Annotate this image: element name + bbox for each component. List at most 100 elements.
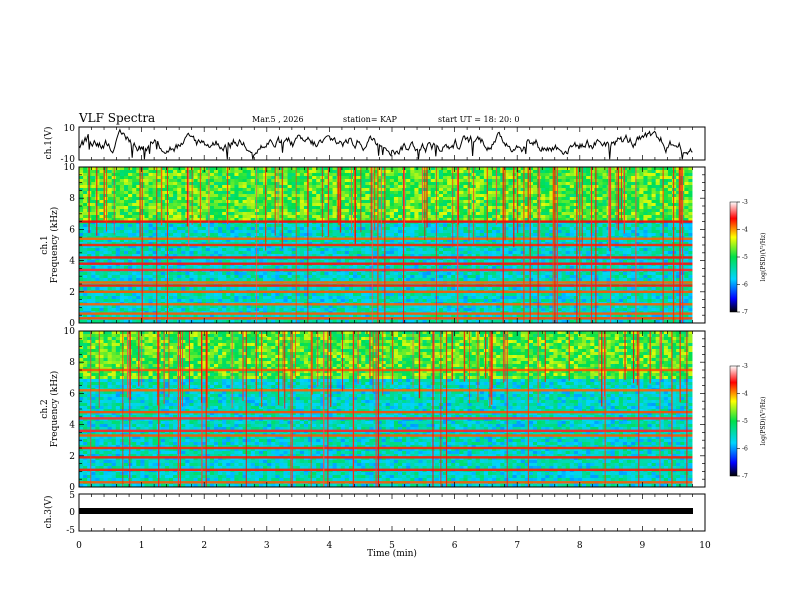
spectrogram-cell — [471, 251, 477, 255]
spectrogram-cell — [177, 185, 182, 189]
spectrogram-cell — [487, 254, 493, 258]
spectrogram-cell — [189, 251, 195, 255]
spectrogram-cell — [492, 179, 497, 183]
spectrogram-cell — [291, 209, 297, 213]
spectrogram-cell — [647, 260, 653, 264]
spectrogram-cell — [119, 206, 125, 210]
spectrogram-cell — [627, 176, 632, 180]
spectrogram-cell — [528, 239, 534, 243]
spectrogram-cell — [631, 227, 636, 231]
spectrogram-cell — [598, 257, 603, 261]
spectrogram-cell — [582, 245, 587, 249]
spectrogram-cell — [226, 242, 231, 246]
spectrogram-cell — [602, 233, 608, 237]
spectrogram-cell — [659, 239, 665, 243]
spectrogram-cell — [602, 224, 608, 228]
spectrogram-cell — [218, 200, 223, 204]
spectrogram-cell — [344, 206, 350, 210]
spectrogram-cell — [152, 215, 158, 219]
spectrogram-cell — [627, 260, 632, 264]
spectrogram-cell — [283, 182, 289, 186]
spectrogram-cell — [443, 239, 448, 243]
spectrogram-cell — [303, 230, 309, 234]
spectrogram-cell — [173, 170, 178, 174]
spectrogram-cell — [561, 182, 567, 186]
spectrogram-cell — [561, 257, 567, 261]
spectrogram-cell — [475, 206, 481, 210]
spectrogram-cell — [684, 170, 689, 174]
spectrogram-cell — [250, 239, 256, 243]
spectrogram-cell — [136, 191, 141, 195]
spectrogram-cell — [524, 167, 530, 171]
spectrogram-cell — [275, 212, 280, 216]
spectrogram-cell — [577, 182, 583, 186]
spectrogram-cell — [299, 254, 305, 258]
spectrogram-cell — [594, 206, 599, 210]
spectrogram-cell — [308, 203, 313, 207]
spectrogram-cell — [218, 260, 223, 264]
spectrogram-cell — [213, 182, 219, 186]
spectrogram-cell — [438, 185, 444, 189]
spectrogram-cell — [250, 257, 256, 261]
spectrogram-cell — [357, 182, 362, 186]
spectrogram-cell — [643, 233, 648, 237]
spectrogram-cell — [406, 257, 411, 261]
spectrogram-cell — [496, 182, 501, 186]
spectrogram-cell — [483, 185, 489, 189]
spectrogram-cell — [406, 197, 411, 201]
spectrogram-cell — [332, 242, 338, 246]
spectrogram-cell — [443, 182, 448, 186]
spectrogram-cell — [443, 224, 448, 228]
spectrogram-cell — [238, 230, 244, 234]
spectrogram-cell — [684, 194, 689, 198]
spectrogram-cell — [561, 254, 567, 258]
spectrogram-cell — [528, 215, 534, 219]
spectrogram-cell — [398, 188, 403, 192]
spectrogram-cell — [218, 179, 223, 183]
spectrogram-cell — [312, 206, 317, 210]
spectrogram-cell — [573, 179, 579, 183]
spectrogram-cell — [553, 260, 559, 264]
spectrogram-cell — [308, 215, 313, 219]
spectrogram-cell — [312, 179, 317, 183]
spectrogram-cell — [287, 173, 293, 177]
spectrogram-cell — [353, 260, 358, 264]
spectrogram-cell — [156, 191, 162, 195]
spectrogram-cell — [181, 197, 186, 201]
spectrogram-cell — [438, 209, 444, 213]
spectrogram-cell — [524, 188, 530, 192]
spectrogram-cell — [381, 224, 387, 228]
spectrogram-cell — [316, 191, 321, 195]
spectrogram-cell — [520, 182, 526, 186]
spectrogram-cell — [132, 191, 137, 195]
spectrogram-cell — [95, 200, 100, 204]
spectrogram-cell — [328, 239, 334, 243]
spectrogram-cell — [136, 251, 141, 255]
spectrogram-cell — [250, 191, 256, 195]
spectrogram-cell — [123, 185, 129, 189]
spectrogram-cell — [365, 194, 370, 198]
spectrogram-cell — [631, 185, 636, 189]
spectrogram-cell — [606, 254, 612, 258]
spectrogram-cell — [504, 257, 509, 261]
spectrogram-cell — [226, 227, 231, 231]
spectrogram-cell — [451, 176, 456, 180]
spectrogram-cell — [618, 245, 624, 249]
spectrogram-cell — [561, 212, 567, 216]
spectrogram-cell — [545, 209, 550, 213]
spectrogram-cell — [406, 194, 411, 198]
spectrogram-cell — [569, 173, 575, 177]
spectrogram-cell — [291, 242, 297, 246]
spectrogram-cell — [115, 209, 121, 213]
spectrogram-cell — [271, 209, 276, 213]
spectrogram-cell — [402, 239, 407, 243]
spectrogram-cell — [340, 170, 346, 174]
spectrogram-cell — [287, 245, 293, 249]
spectrogram-cell — [385, 188, 391, 192]
spectrogram-cell — [275, 230, 280, 234]
spectrogram-cell — [332, 203, 338, 207]
spectrogram-cell — [504, 197, 509, 201]
spectrogram-cell — [291, 203, 297, 207]
spectrogram-cell — [627, 170, 632, 174]
spectrogram-cell — [463, 179, 469, 183]
